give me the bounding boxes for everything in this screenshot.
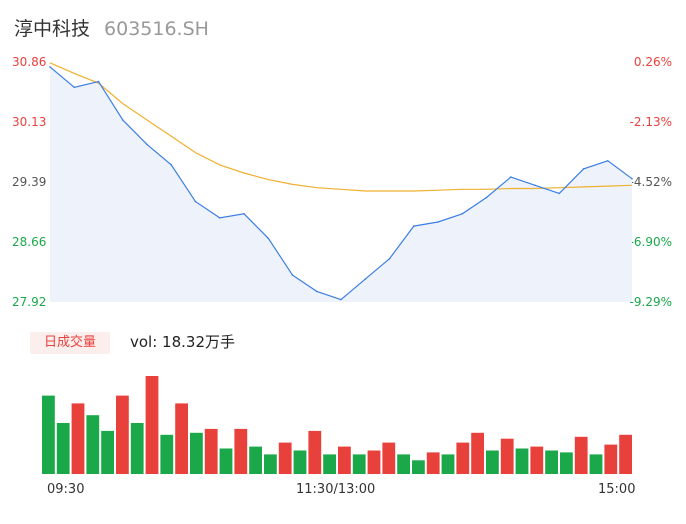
price-point (170, 164, 173, 166)
price-tick-label: 28.66 (12, 235, 47, 249)
volume-bar (441, 454, 455, 474)
price-layer (49, 62, 633, 303)
volume-bar (456, 442, 470, 474)
volume-bars (42, 376, 632, 474)
volume-bar (264, 454, 277, 474)
price-tick-label: 29.39 (12, 175, 47, 189)
pct-tick-label: 0.26% (633, 55, 672, 69)
volume-bar (160, 434, 174, 474)
volume-bar (515, 448, 529, 474)
price-point (606, 159, 609, 162)
volume-bar (574, 436, 588, 474)
volume-bar (130, 423, 144, 474)
price-tick-label: 27.92 (12, 295, 47, 309)
average-price-line (49, 62, 633, 192)
pct-tick-label: -4.52% (629, 175, 672, 189)
price-tick-label: 30.86 (12, 55, 47, 69)
volume-bar (145, 376, 159, 474)
volume-bar (545, 450, 558, 474)
volume-bar (278, 442, 292, 474)
volume-bar (397, 454, 410, 474)
price-tick-label: 30.13 (12, 115, 47, 129)
price-point (49, 66, 51, 68)
price-point (509, 176, 512, 178)
price-point (121, 119, 124, 121)
price-point (485, 196, 488, 199)
volume-bar (619, 434, 632, 474)
price-point (315, 290, 318, 293)
price-point (388, 257, 391, 260)
price-point (437, 221, 439, 223)
price-point (364, 278, 367, 280)
volume-bar (486, 450, 499, 474)
volume-bar (412, 460, 425, 474)
volume-bar (382, 442, 396, 474)
price-point (340, 298, 342, 301)
pct-tick-label: -2.13% (629, 115, 672, 129)
time-tick-label: 15:00 (598, 482, 636, 497)
volume-bar (604, 444, 618, 474)
price-point (146, 143, 148, 146)
time-tick-label: 09:30 (47, 482, 85, 497)
page-title: 淳中科技 603516.SH (14, 14, 209, 41)
volume-bar (293, 450, 307, 474)
price-area (50, 66, 632, 303)
volume-bar (116, 395, 129, 474)
price-point (194, 200, 197, 203)
volume-bar (175, 403, 188, 474)
volume-bar (71, 403, 85, 474)
volume-bar (42, 395, 55, 474)
price-point (582, 168, 585, 170)
volume-bar (308, 430, 322, 474)
time-tick-label: 11:30/13:00 (296, 482, 376, 497)
price-point (412, 225, 415, 227)
price-point (73, 86, 76, 89)
volume-bar (219, 448, 233, 474)
price-point (291, 274, 294, 276)
volume-bar (589, 454, 603, 474)
stock-code: 603516.SH (104, 18, 209, 40)
volume-bar (101, 430, 114, 474)
price-point (461, 213, 464, 215)
volume-bar (338, 446, 351, 474)
pct-tick-label: -9.29% (629, 295, 672, 309)
volume-bar (352, 454, 366, 474)
volume-bar (323, 454, 336, 474)
volume-bar (500, 438, 514, 474)
volume-bar (204, 428, 218, 474)
volume-bar (471, 432, 484, 474)
volume-bar (249, 446, 262, 474)
pct-tick-label: -6.90% (629, 235, 672, 249)
volume-bar (86, 415, 100, 474)
price-point (558, 192, 561, 195)
volume-bar (56, 423, 70, 474)
volume-bar (530, 446, 544, 474)
price-point (267, 237, 270, 240)
price-point (243, 213, 245, 215)
volume-bar (560, 452, 573, 474)
price-point (218, 217, 221, 219)
volume-bar (190, 432, 203, 474)
volume-tab[interactable]: 日成交量 (30, 332, 110, 354)
price-point (631, 177, 633, 180)
volume-bar (426, 452, 440, 474)
volume-readout: vol: 18.32万手 (130, 333, 235, 351)
stock-name: 淳中科技 (14, 18, 91, 40)
volume-bar (367, 450, 381, 474)
volume-bar (234, 428, 248, 474)
price-point (534, 184, 536, 187)
price-point (97, 80, 100, 83)
